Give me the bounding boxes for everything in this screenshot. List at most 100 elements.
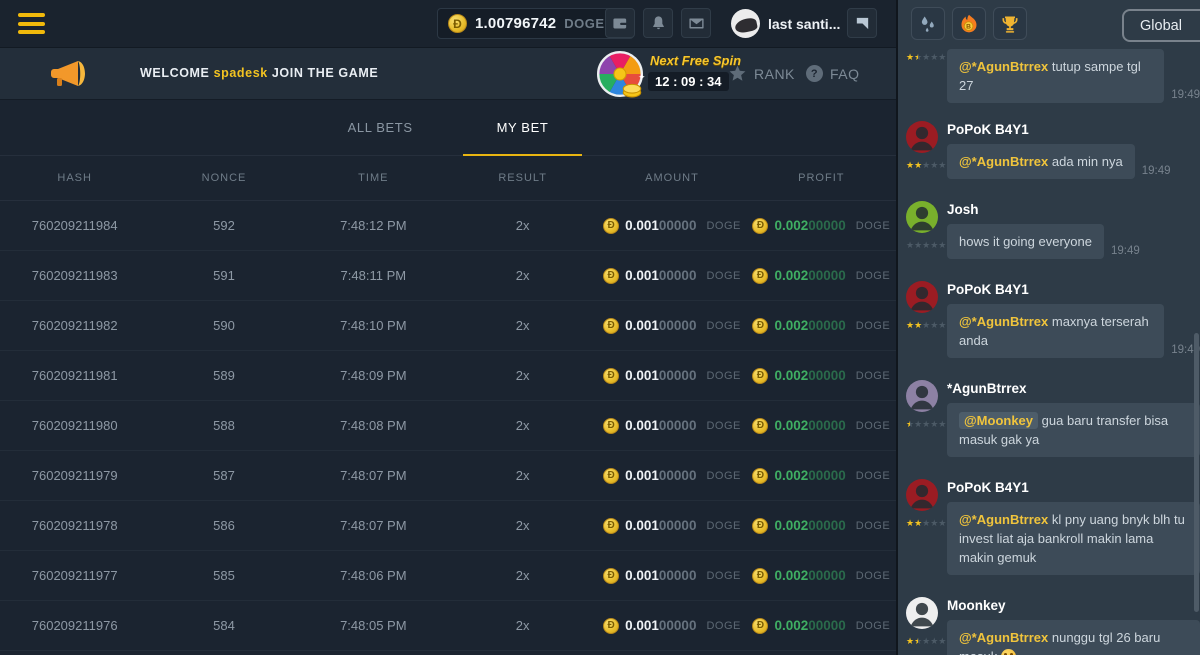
tab-all-bets[interactable]: ALL BETS [306,100,455,155]
bets-tabs: ALL BETS MY BET [0,100,896,156]
bet-nonce: 591 [213,268,235,283]
bet-hash: 760209211984 [31,218,118,233]
table-row[interactable]: 760209211977 585 7:48:06 PM 2x Đ 0.001 000… [0,551,896,601]
chat-channel-button[interactable]: Global [1122,9,1200,42]
avatar[interactable] [906,479,938,511]
chat-bubble: @*AgunBtrrex kl pny uang bnyk blh tu inv… [947,502,1200,575]
col-hash: HASH [57,172,92,184]
megaphone-icon [51,61,85,86]
doge-coin-icon: Đ [603,617,620,634]
wallet-icon [612,18,626,28]
spin-countdown: 12 : 09 : 34 [648,72,729,91]
main-area: Đ 1.00796742 DOGE last santi... [0,0,896,655]
user-menu[interactable]: last santi... [731,8,859,39]
bet-profit: Đ 0.002 00000 DOGE [747,217,896,234]
bet-time: 7:48:10 PM [340,318,407,333]
table-row[interactable]: 760209211982 590 7:48:10 PM 2x Đ 0.001 000… [0,301,896,351]
bet-hash: 760209211981 [31,368,118,383]
star-icon [729,65,746,81]
wallet-button[interactable] [605,8,635,38]
bet-result: 2x [515,368,530,383]
bet-result: 2x [515,468,530,483]
chat-username[interactable]: PoPoK B4Y1 [947,282,1029,297]
notifications-button[interactable] [643,8,673,38]
bet-time: 7:48:06 PM [340,568,407,583]
doge-coin-icon: Đ [752,417,769,434]
doge-coin-icon: Đ [752,617,769,634]
chat-username[interactable]: PoPoK B4Y1 [947,122,1029,137]
bet-nonce: 589 [213,368,235,383]
tongue-out-emoji [1000,649,1016,655]
doge-coin-icon: Đ [752,367,769,384]
rain-button[interactable] [911,7,945,40]
menu-hamburger-icon[interactable] [18,13,45,34]
chat-username[interactable]: Moonkey [947,598,1006,613]
mention[interactable]: @*AgunBtrrex [959,154,1049,169]
mention[interactable]: @*AgunBtrrex [959,512,1049,527]
avatar[interactable] [906,597,938,629]
bet-time: 7:48:07 PM [340,468,407,483]
doge-coin-icon: Đ [752,317,769,334]
free-spin-widget[interactable]: ✦ Next Free Spin 12 : 09 : 34 [596,47,741,100]
doge-coin-icon: Đ [603,467,620,484]
spin-label: Next Free Spin [650,53,742,68]
col-time: TIME [358,172,389,184]
user-rating: ★★★★★ [906,636,947,646]
user-name: last santi... [768,15,841,32]
chat-bubble: @*AgunBtrrex tutup sampe tgl 27 [947,49,1165,103]
welcome-message: WELCOME spadesk JOIN THE GAME [140,66,379,80]
doge-coin-icon: Đ [603,517,620,534]
svg-text:B: B [966,23,971,30]
chat-bubble: @*AgunBtrrex maxnya terserah anda [947,304,1165,358]
chat-message: ★★★★★ *AgunBtrrex @Moonkey gua baru tran… [906,380,1200,457]
doge-coin-icon: Đ [448,14,467,33]
chat-header: B Global [898,0,1200,47]
bet-nonce: 592 [213,218,235,233]
question-mark-icon: ? [806,65,823,82]
chat-bubble: @Moonkey gua baru transfer bisa masuk ga… [947,403,1200,457]
chat-username[interactable]: *AgunBtrrex [947,381,1027,396]
mention[interactable]: @*AgunBtrrex [959,59,1049,74]
bet-profit: Đ 0.002 00000 DOGE [747,467,896,484]
coin-drop-button[interactable]: B [952,7,986,40]
bet-profit: Đ 0.002 00000 DOGE [747,317,896,334]
messages-button[interactable] [681,8,711,38]
bet-hash: 760209211980 [31,418,118,433]
mention[interactable]: @*AgunBtrrex [959,314,1049,329]
avatar[interactable] [906,380,938,412]
faq-link[interactable]: ? FAQ [806,47,860,100]
table-row[interactable]: 760209211979 587 7:48:07 PM 2x Đ 0.001 000… [0,451,896,501]
timestamp: 19:49 [1141,165,1171,177]
avatar[interactable] [906,281,938,313]
rain-icon [921,16,934,32]
chat-message: ★★★★★ PoPoK B4Y1 @*AgunBtrrex kl pny uan… [906,479,1200,575]
chat-username[interactable]: Josh [947,202,979,217]
bet-time: 7:48:08 PM [340,418,407,433]
table-row[interactable]: 760209211976 584 7:48:05 PM 2x Đ 0.001 000… [0,601,896,651]
doge-coin-icon: Đ [603,417,620,434]
table-row[interactable]: 760209211980 588 7:48:08 PM 2x Đ 0.001 000… [0,401,896,451]
chat-message: ★★★★★ PoPoK B4Y1 @*AgunBtrrex ada min ny… [906,121,1200,179]
rank-link[interactable]: RANK [728,47,795,100]
spin-wheel-icon [596,50,644,98]
bet-hash: 760209211978 [31,518,118,533]
table-row[interactable]: 760209211981 589 7:48:09 PM 2x Đ 0.001 000… [0,351,896,401]
chat-panel-toggle[interactable] [847,8,877,38]
mention[interactable]: @*AgunBtrrex [959,630,1049,645]
table-row[interactable]: 760209211984 592 7:48:12 PM 2x Đ 0.001 000… [0,201,896,251]
bet-result: 2x [515,568,530,583]
chat-scrollbar-thumb[interactable] [1194,333,1199,612]
mention[interactable]: @Moonkey [959,412,1039,429]
avatar[interactable] [906,201,938,233]
table-row[interactable]: 760209211978 586 7:48:07 PM 2x Đ 0.001 000… [0,501,896,551]
avatar[interactable] [906,121,938,153]
chat-username[interactable]: PoPoK B4Y1 [947,480,1029,495]
user-avatar [731,9,760,38]
contest-button[interactable] [993,7,1027,40]
bet-profit: Đ 0.002 00000 DOGE [747,417,896,434]
bet-hash: 760209211977 [31,568,118,583]
tab-my-bet[interactable]: MY BET [455,100,591,156]
bell-icon [652,15,664,29]
bet-time: 7:48:07 PM [340,518,407,533]
table-row[interactable]: 760209211983 591 7:48:11 PM 2x Đ 0.001 000… [0,251,896,301]
